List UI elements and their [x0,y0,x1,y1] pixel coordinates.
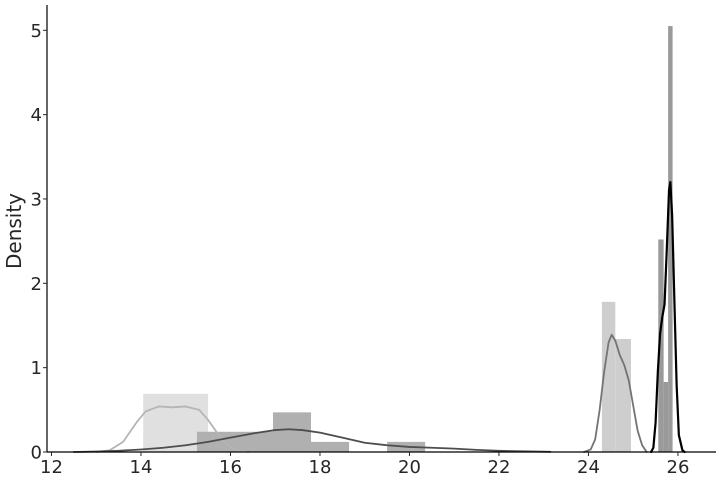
x-axis-ticks: 12 14 16 18 20 22 24 26 [40,452,689,478]
kde-line-3 [650,181,686,454]
kde-curves [72,181,686,454]
y-tick-label-4: 4 [31,105,42,126]
histogram-bar-1-0 [196,431,235,452]
histogram-bar-1-1 [234,431,273,452]
x-tick-label-5: 22 [488,457,511,478]
histogram-bar-2-1 [615,338,631,452]
histogram-bar-1-3 [311,441,350,452]
histogram-bar-1-2 [272,412,312,452]
y-tick-label-1: 1 [31,358,42,379]
x-tick-label-0: 12 [40,457,63,478]
y-tick-label-2: 2 [31,274,42,295]
histogram-bars [143,26,673,453]
kde-line-2 [583,333,648,453]
y-tick-label-5: 5 [31,21,42,42]
kde-line-1 [72,428,552,453]
histogram-bar-2-0 [601,301,616,452]
y-tick-label-3: 3 [31,189,42,210]
y-axis-label: Density [2,193,26,269]
x-tick-label-2: 16 [219,457,242,478]
x-tick-label-1: 14 [130,457,153,478]
y-axis-ticks: 0 1 2 3 4 5 [31,21,47,464]
x-tick-label-3: 18 [309,457,332,478]
x-tick-label-4: 20 [398,457,421,478]
histogram-bar-3-1 [663,381,669,452]
histogram-bar-3-2 [668,26,673,453]
x-tick-label-7: 26 [667,457,690,478]
histogram-bar-3-0 [658,239,664,452]
y-tick-label-0: 0 [31,443,42,464]
kde-line-0 [95,405,250,453]
x-tick-label-6: 24 [577,457,600,478]
